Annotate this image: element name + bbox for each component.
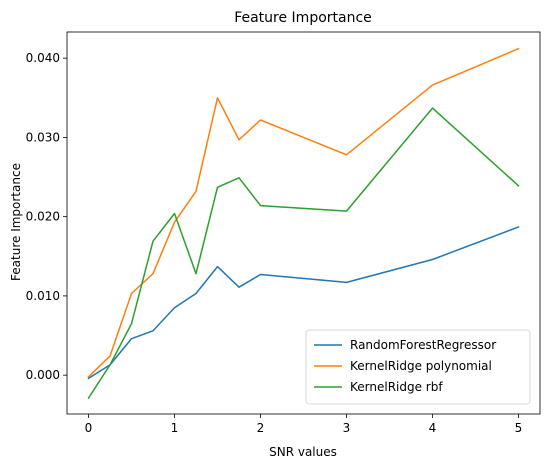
x-axis-label: SNR values (269, 445, 337, 459)
legend-label-0: RandomForestRegressor (350, 338, 496, 352)
x-tick-label: 0 (85, 421, 93, 435)
y-axis-label: Feature Importance (9, 163, 23, 281)
legend-label-2: KernelRidge rbf (350, 380, 443, 394)
x-tick-label: 2 (257, 421, 265, 435)
y-tick-label: 0.000 (26, 368, 60, 382)
x-tick-label: 5 (515, 421, 523, 435)
y-tick-label: 0.010 (26, 289, 60, 303)
x-tick-label: 4 (429, 421, 437, 435)
x-tick-label: 3 (343, 421, 351, 435)
legend: RandomForestRegressor KernelRidge polynom… (305, 329, 531, 405)
axes-frame (66, 31, 541, 415)
chart-title: Feature Importance (234, 10, 372, 26)
y-tick-label: 0.040 (26, 51, 60, 65)
legend-label-1: KernelRidge polynomial (350, 359, 492, 373)
series-line-1 (87, 47, 520, 378)
series-line-2 (87, 107, 520, 400)
x-tick-label: 1 (171, 421, 179, 435)
y-tick-label: 0.030 (26, 130, 60, 144)
y-tick-label: 0.020 (26, 210, 60, 224)
series-line-0 (87, 226, 520, 380)
legend-box (305, 329, 531, 405)
